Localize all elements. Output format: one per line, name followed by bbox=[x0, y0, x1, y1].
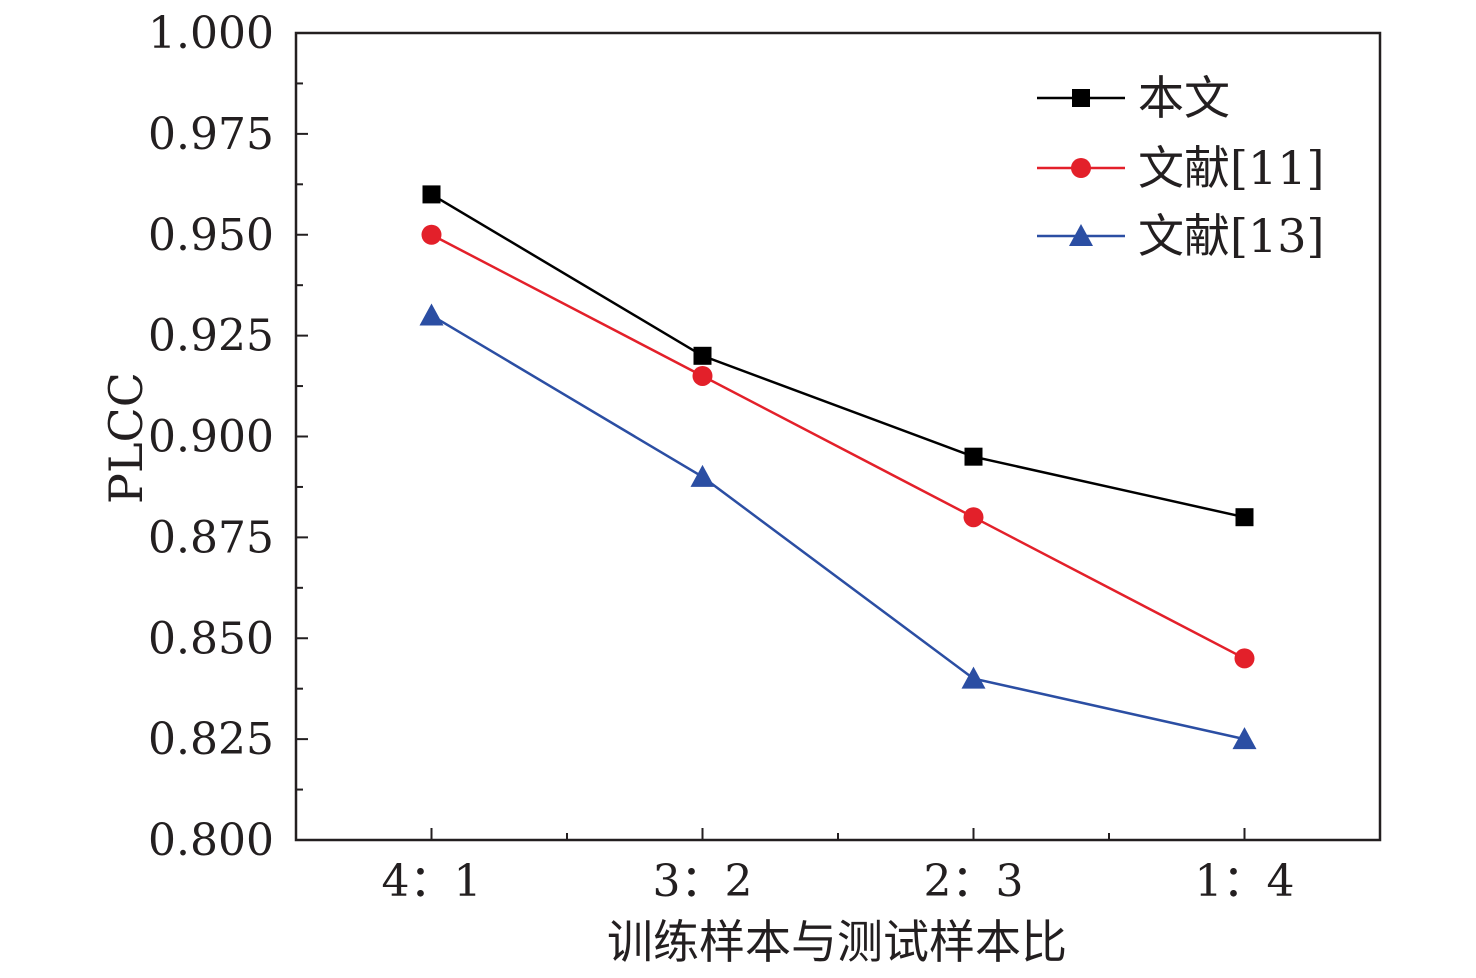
x-tick-label: 4：1 bbox=[382, 856, 482, 907]
legend-label: 本文 bbox=[1138, 71, 1230, 125]
y-tick-label: 0.925 bbox=[148, 311, 274, 362]
y-tick-label: 0.850 bbox=[148, 613, 274, 664]
legend-marker bbox=[1069, 224, 1093, 246]
y-tick-label: 0.825 bbox=[148, 714, 274, 765]
y-tick-label: 0.800 bbox=[148, 815, 274, 866]
series-2-point bbox=[1234, 648, 1255, 669]
legend-label: 文献[11] bbox=[1138, 141, 1324, 195]
y-axis-title: PLCC bbox=[99, 372, 153, 504]
legend-label: 文献[13] bbox=[1138, 209, 1324, 263]
series-1-point bbox=[693, 346, 712, 365]
y-tick-label: 0.875 bbox=[148, 512, 274, 563]
legend-marker bbox=[1071, 158, 1091, 178]
x-tick-label: 3：2 bbox=[653, 856, 753, 907]
y-tick-label: 0.950 bbox=[148, 210, 274, 261]
x-tick-label: 2：3 bbox=[924, 856, 1024, 907]
y-tick-label: 0.900 bbox=[148, 412, 274, 463]
series-line-1 bbox=[430, 193, 1245, 519]
legend-marker bbox=[1072, 89, 1090, 107]
series-1-point bbox=[964, 447, 983, 466]
series-3-point bbox=[690, 464, 715, 487]
series-3-point bbox=[1232, 727, 1257, 750]
series-3-point bbox=[961, 666, 986, 689]
series-line-3 bbox=[430, 314, 1245, 741]
series-2-point bbox=[692, 365, 713, 386]
x-tick-label: 1：4 bbox=[1195, 856, 1295, 907]
series-line-2 bbox=[430, 233, 1246, 660]
series-2-point bbox=[421, 224, 442, 245]
series-2-point bbox=[963, 507, 984, 528]
series-1-point bbox=[1235, 508, 1254, 527]
y-tick-label: 1.000 bbox=[148, 8, 274, 59]
series-1-point bbox=[422, 185, 441, 204]
x-axis-title: 训练样本与测试样本比 bbox=[607, 915, 1067, 969]
series-3-point bbox=[419, 303, 444, 326]
y-tick-label: 0.975 bbox=[148, 109, 274, 160]
